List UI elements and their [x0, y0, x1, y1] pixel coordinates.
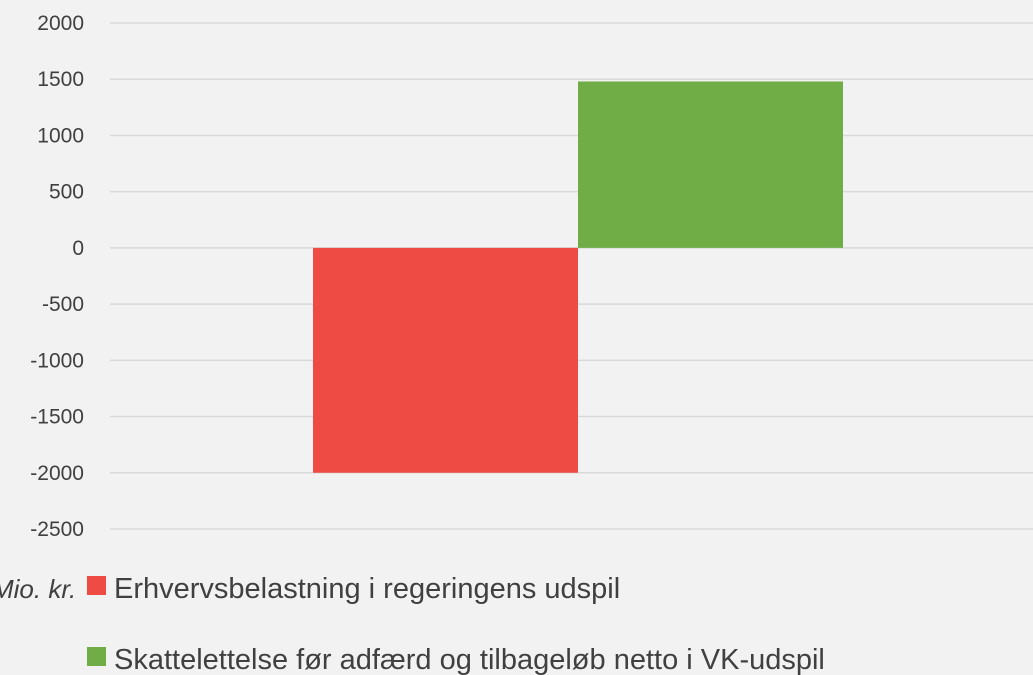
y-tick-label: -1000: [30, 349, 84, 372]
legend: Mio. kr. Erhvervsbelastning i regeringen…: [0, 573, 825, 675]
bar-series-2: [578, 81, 843, 248]
bar-series-1: [313, 247, 578, 473]
bars: [313, 81, 843, 473]
y-tick-label: 2000: [37, 12, 84, 35]
y-tick-label: 0: [72, 237, 84, 260]
legend-label-series-1: Erhvervsbelastning i regeringens udspil: [114, 573, 620, 605]
y-tick-label: -500: [42, 293, 84, 316]
legend-label-series-2: Skattelettelse før adfærd og tilbageløb …: [114, 644, 825, 675]
unit-label: Mio. kr.: [0, 574, 76, 604]
y-tick-label: 1500: [37, 68, 84, 91]
y-tick-label: 500: [49, 181, 84, 204]
y-tick-label: -2500: [30, 518, 84, 541]
y-tick-label: -1500: [30, 406, 84, 429]
y-tick-label: 1000: [37, 124, 84, 147]
y-tick-label: -2000: [30, 462, 84, 485]
legend-swatch-series-2: [87, 647, 106, 666]
legend-swatch-series-1: [87, 576, 106, 595]
y-axis: 2000 1500 1000 500 0 -500 -1000 -1500 -2000 -2500: [30, 12, 84, 541]
